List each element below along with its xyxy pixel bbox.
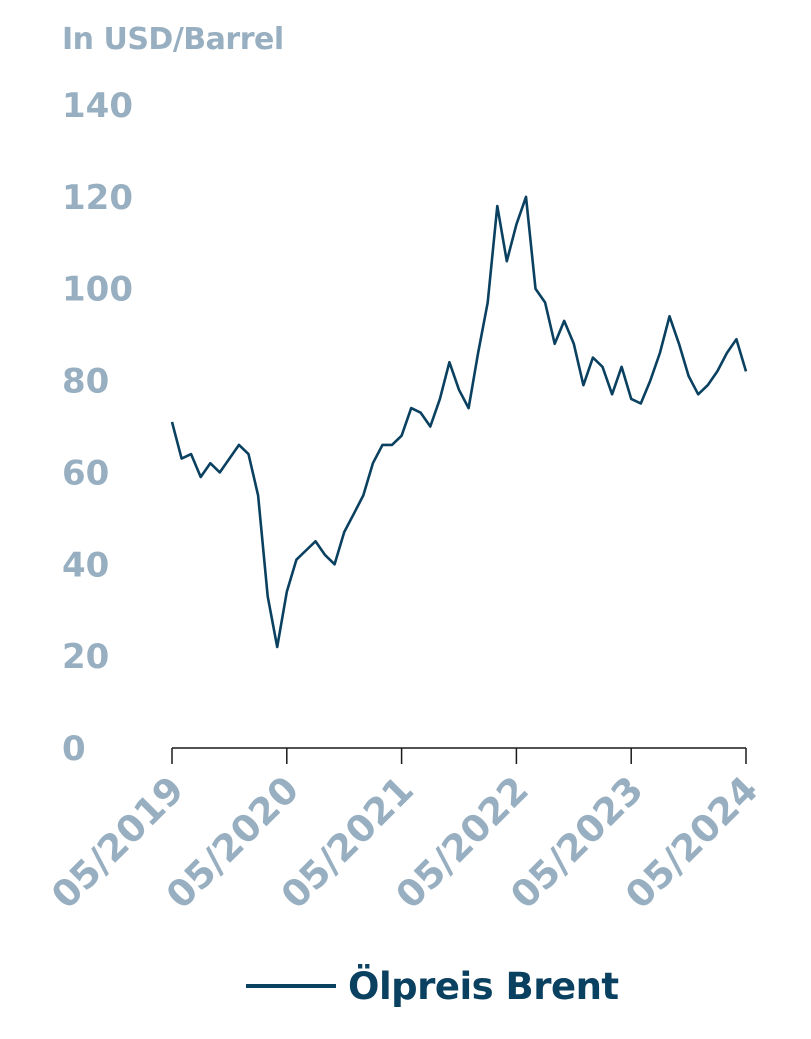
y-tick-label: 40 [62,545,109,585]
y-tick-label: 120 [62,178,133,218]
y-tick-label: 100 [62,270,133,310]
x-axis-tickmarks [171,748,747,764]
y-tick-label: 0 [62,729,86,769]
series-line-brent [170,195,748,649]
legend-line-swatch [246,984,336,988]
y-tick-label: 20 [62,637,109,677]
y-tick-label: 60 [62,453,109,493]
y-tick-label: 80 [62,362,109,402]
x-axis-tick-labels: 05/201905/202005/202105/202205/202305/20… [43,768,766,917]
y-tick-label: 140 [62,86,133,126]
legend-label-brent: Ölpreis Brent [348,964,619,1008]
legend: Ölpreis Brent [246,958,619,1014]
y-axis-ticks: 0 20 40 60 80 100 120 140 [62,86,133,769]
unit-label: In USD/Barrel [62,22,284,57]
